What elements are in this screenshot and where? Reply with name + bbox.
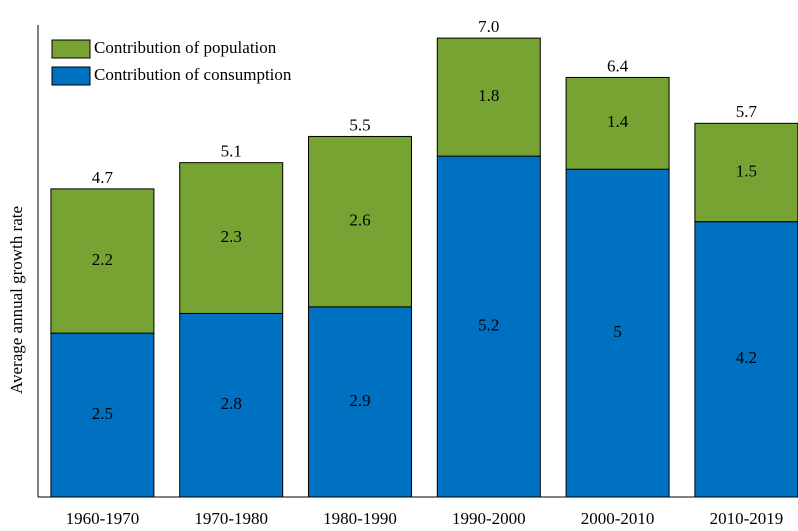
data-label: 2.9 [349, 391, 370, 410]
total-label: 7.0 [478, 17, 499, 36]
bar-segment [436, 37, 541, 157]
data-label: 2.8 [221, 394, 242, 413]
total-label: 4.7 [92, 168, 114, 187]
data-label: 4.2 [736, 348, 757, 367]
bar-segment [179, 162, 284, 314]
total-label: 5.5 [349, 115, 370, 134]
bar-segment [308, 135, 412, 308]
legend-swatch [51, 66, 91, 86]
total-label: 5.1 [221, 142, 242, 161]
bar-segment [565, 76, 670, 170]
x-tick-label: 1980-1990 [323, 509, 397, 528]
x-tick-label: 1970-1980 [194, 509, 268, 528]
bar-segment [694, 122, 798, 223]
data-label: 1.8 [478, 86, 499, 105]
data-label: 1.5 [736, 161, 757, 180]
data-label: 1.4 [607, 112, 629, 131]
data-label: 2.3 [221, 227, 242, 246]
data-label: 5.2 [478, 315, 499, 334]
data-label: 2.2 [92, 250, 113, 269]
bar-segment [50, 332, 155, 498]
total-label: 5.7 [736, 102, 758, 121]
x-tick-label: 1990-2000 [452, 509, 526, 528]
x-tick-label: 2000-2010 [581, 509, 655, 528]
y-axis-label: Average annual growth rate [7, 206, 26, 394]
x-tick-label: 2010-2019 [710, 509, 784, 528]
bar-segment [50, 188, 155, 334]
bar-segment [436, 155, 541, 498]
data-label: 2.6 [349, 211, 370, 230]
x-tick-label: 1960-1970 [66, 509, 140, 528]
data-label: 2.5 [92, 404, 113, 423]
bar-segment [308, 306, 412, 498]
legend-label: Contribution of population [94, 38, 277, 57]
legend-swatch [51, 39, 91, 59]
legend-label: Contribution of consumption [94, 65, 292, 84]
total-label: 6.4 [607, 56, 629, 75]
data-label: 5 [613, 322, 622, 341]
